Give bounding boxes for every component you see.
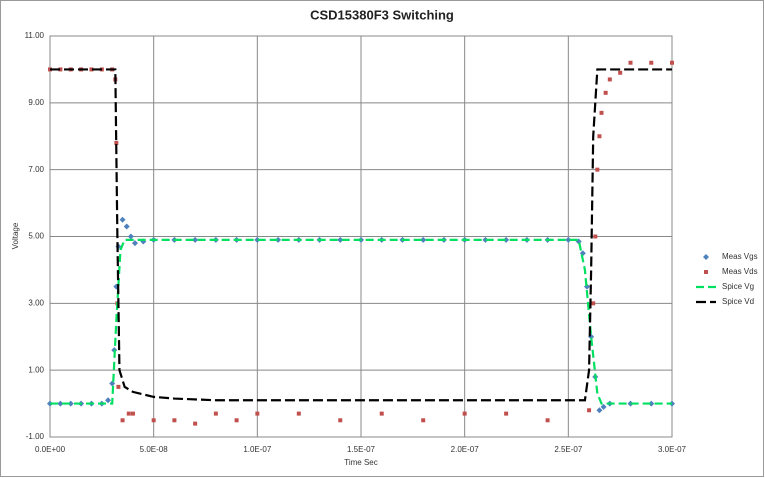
y-tick-label: 7.00	[28, 165, 44, 174]
chart-title: CSD15380F3 Switching	[310, 7, 454, 22]
data-point	[337, 236, 344, 243]
y-axis-label: Voltage	[11, 222, 20, 249]
data-point	[296, 411, 301, 416]
data-point	[503, 236, 510, 243]
data-line	[50, 68, 672, 402]
x-tick-label: 2.0E-07	[451, 445, 480, 454]
data-point	[587, 408, 592, 413]
data-point	[105, 397, 112, 404]
data-point	[126, 411, 131, 416]
x-tick-label: 3.0E-07	[658, 445, 687, 454]
data-point	[670, 60, 674, 65]
data-point	[628, 60, 633, 65]
data-point	[120, 418, 125, 423]
data-point	[193, 421, 198, 426]
data-point	[234, 418, 239, 423]
data-point	[579, 250, 586, 257]
data-point	[648, 400, 655, 407]
legend-label: Spice Vg	[722, 282, 754, 291]
x-tick-label: 0.0E+00	[35, 445, 66, 454]
data-point	[545, 418, 550, 423]
legend-label: Meas Vds	[722, 267, 758, 276]
x-tick-label: 2.5E-07	[554, 445, 583, 454]
data-point	[565, 236, 572, 243]
data-point	[119, 216, 126, 223]
data-point	[89, 67, 94, 72]
data-point	[130, 411, 135, 416]
legend-label: Meas Vgs	[722, 252, 758, 261]
data-point	[595, 167, 600, 172]
data-point	[504, 411, 509, 416]
data-point	[255, 411, 260, 416]
data-point	[132, 240, 139, 247]
data-point	[379, 411, 384, 416]
data-point	[618, 70, 623, 75]
data-point	[109, 380, 116, 387]
data-point	[591, 301, 596, 306]
x-tick-label: 1.5E-07	[347, 445, 376, 454]
data-point	[57, 400, 64, 407]
data-point	[420, 236, 427, 243]
data-point	[192, 236, 199, 243]
x-tick-label: 1.0E-07	[243, 445, 272, 454]
data-point	[123, 223, 130, 230]
data-point	[607, 77, 612, 82]
legend-swatch	[703, 254, 709, 260]
data-point	[151, 418, 156, 423]
y-tick-label: 3.00	[28, 298, 44, 307]
data-point	[421, 418, 426, 423]
data-point	[58, 67, 63, 72]
data-point	[275, 236, 282, 243]
legend-swatch	[704, 270, 708, 274]
y-tick-label: 11.00	[25, 31, 45, 40]
data-point	[596, 407, 603, 414]
data-point	[482, 236, 489, 243]
data-point	[338, 418, 343, 423]
data-point	[599, 110, 604, 115]
data-point	[67, 400, 74, 407]
data-point	[127, 233, 134, 240]
data-point	[649, 60, 654, 65]
data-point	[172, 418, 177, 423]
y-tick-label: -1.00	[26, 432, 45, 441]
data-point	[116, 384, 121, 389]
y-tick-label: 1.00	[28, 365, 44, 374]
data-point	[114, 140, 119, 145]
x-axis-label: Time Sec	[344, 458, 378, 467]
data-point	[627, 400, 634, 407]
data-point	[603, 90, 608, 95]
legend-label: Spice Vd	[722, 297, 754, 306]
data-point	[597, 134, 602, 139]
y-tick-label: 9.00	[28, 98, 44, 107]
y-tick-label: 5.00	[28, 232, 44, 241]
data-point	[254, 236, 261, 243]
x-tick-label: 5.0E-08	[140, 445, 169, 454]
data-point	[213, 411, 218, 416]
data-point	[462, 411, 467, 416]
data-point	[600, 403, 607, 410]
data-point	[593, 234, 598, 239]
